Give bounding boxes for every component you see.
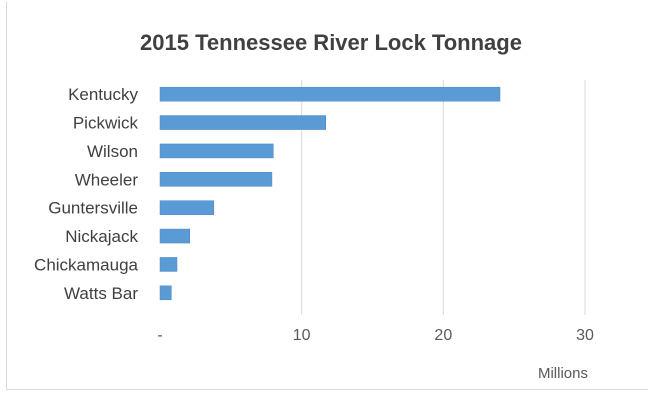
- category-label: Pickwick: [73, 114, 139, 133]
- category-label: Guntersville: [48, 199, 138, 218]
- bars: [159, 86, 501, 301]
- category-label: Nickajack: [65, 227, 138, 246]
- bar-wheeler: [159, 172, 273, 187]
- category-label: Kentucky: [68, 85, 138, 104]
- category-label: Wilson: [87, 142, 138, 161]
- category-label: Wheeler: [75, 170, 139, 189]
- bar-pickwick: [159, 115, 326, 130]
- bar-kentucky: [159, 86, 501, 102]
- x-axis-unit-label: Millions: [538, 365, 588, 382]
- x-axis-ticks: - 10 20 30: [157, 327, 594, 344]
- x-tick-label: 20: [434, 327, 452, 344]
- category-label: Chickamauga: [34, 255, 138, 274]
- gridlines: [301, 80, 586, 315]
- category-labels: Kentucky Pickwick Wilson Wheeler Guntersvill…: [34, 85, 138, 303]
- x-tick-label: 30: [576, 327, 594, 344]
- chart-frame: [6, 2, 648, 390]
- bar-wilson: [159, 143, 274, 159]
- x-tick-label: -: [157, 327, 162, 344]
- bar-nickajack: [159, 228, 190, 244]
- bar-watts-bar: [159, 285, 172, 301]
- chart-title: 2015 Tennessee River Lock Tonnage: [140, 30, 522, 55]
- bar-chickamauga: [159, 257, 178, 272]
- x-tick-label: 10: [293, 327, 311, 344]
- category-label: Watts Bar: [64, 284, 138, 303]
- bar-guntersville: [159, 200, 215, 215]
